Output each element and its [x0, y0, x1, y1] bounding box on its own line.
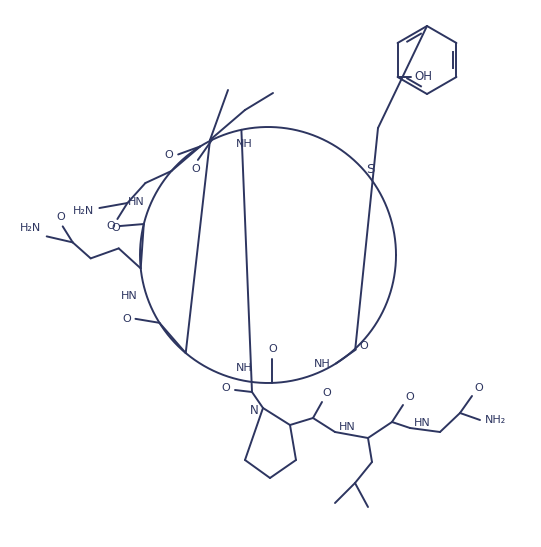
- Text: HN: HN: [414, 418, 431, 428]
- Text: NH: NH: [236, 139, 253, 149]
- Text: NH₂: NH₂: [485, 415, 506, 425]
- Text: H₂N: H₂N: [20, 223, 41, 234]
- Text: HN: HN: [121, 291, 138, 301]
- Text: O: O: [406, 392, 414, 402]
- Text: S: S: [366, 163, 375, 176]
- Text: O: O: [474, 383, 483, 393]
- Text: O: O: [359, 341, 368, 351]
- Text: NH: NH: [313, 359, 330, 369]
- Text: O: O: [322, 388, 332, 398]
- Text: O: O: [222, 383, 230, 393]
- Text: HN: HN: [128, 197, 144, 207]
- Text: O: O: [122, 314, 131, 324]
- Text: OH: OH: [414, 71, 433, 84]
- Text: H₂N: H₂N: [73, 206, 94, 216]
- Text: O: O: [268, 344, 277, 354]
- Text: HN: HN: [339, 422, 355, 432]
- Text: O: O: [56, 212, 65, 223]
- Text: O: O: [192, 164, 200, 174]
- Text: NH: NH: [235, 363, 252, 373]
- Text: O: O: [165, 150, 174, 160]
- Text: O: O: [107, 221, 115, 231]
- Text: N: N: [249, 404, 259, 416]
- Text: O: O: [111, 223, 120, 233]
